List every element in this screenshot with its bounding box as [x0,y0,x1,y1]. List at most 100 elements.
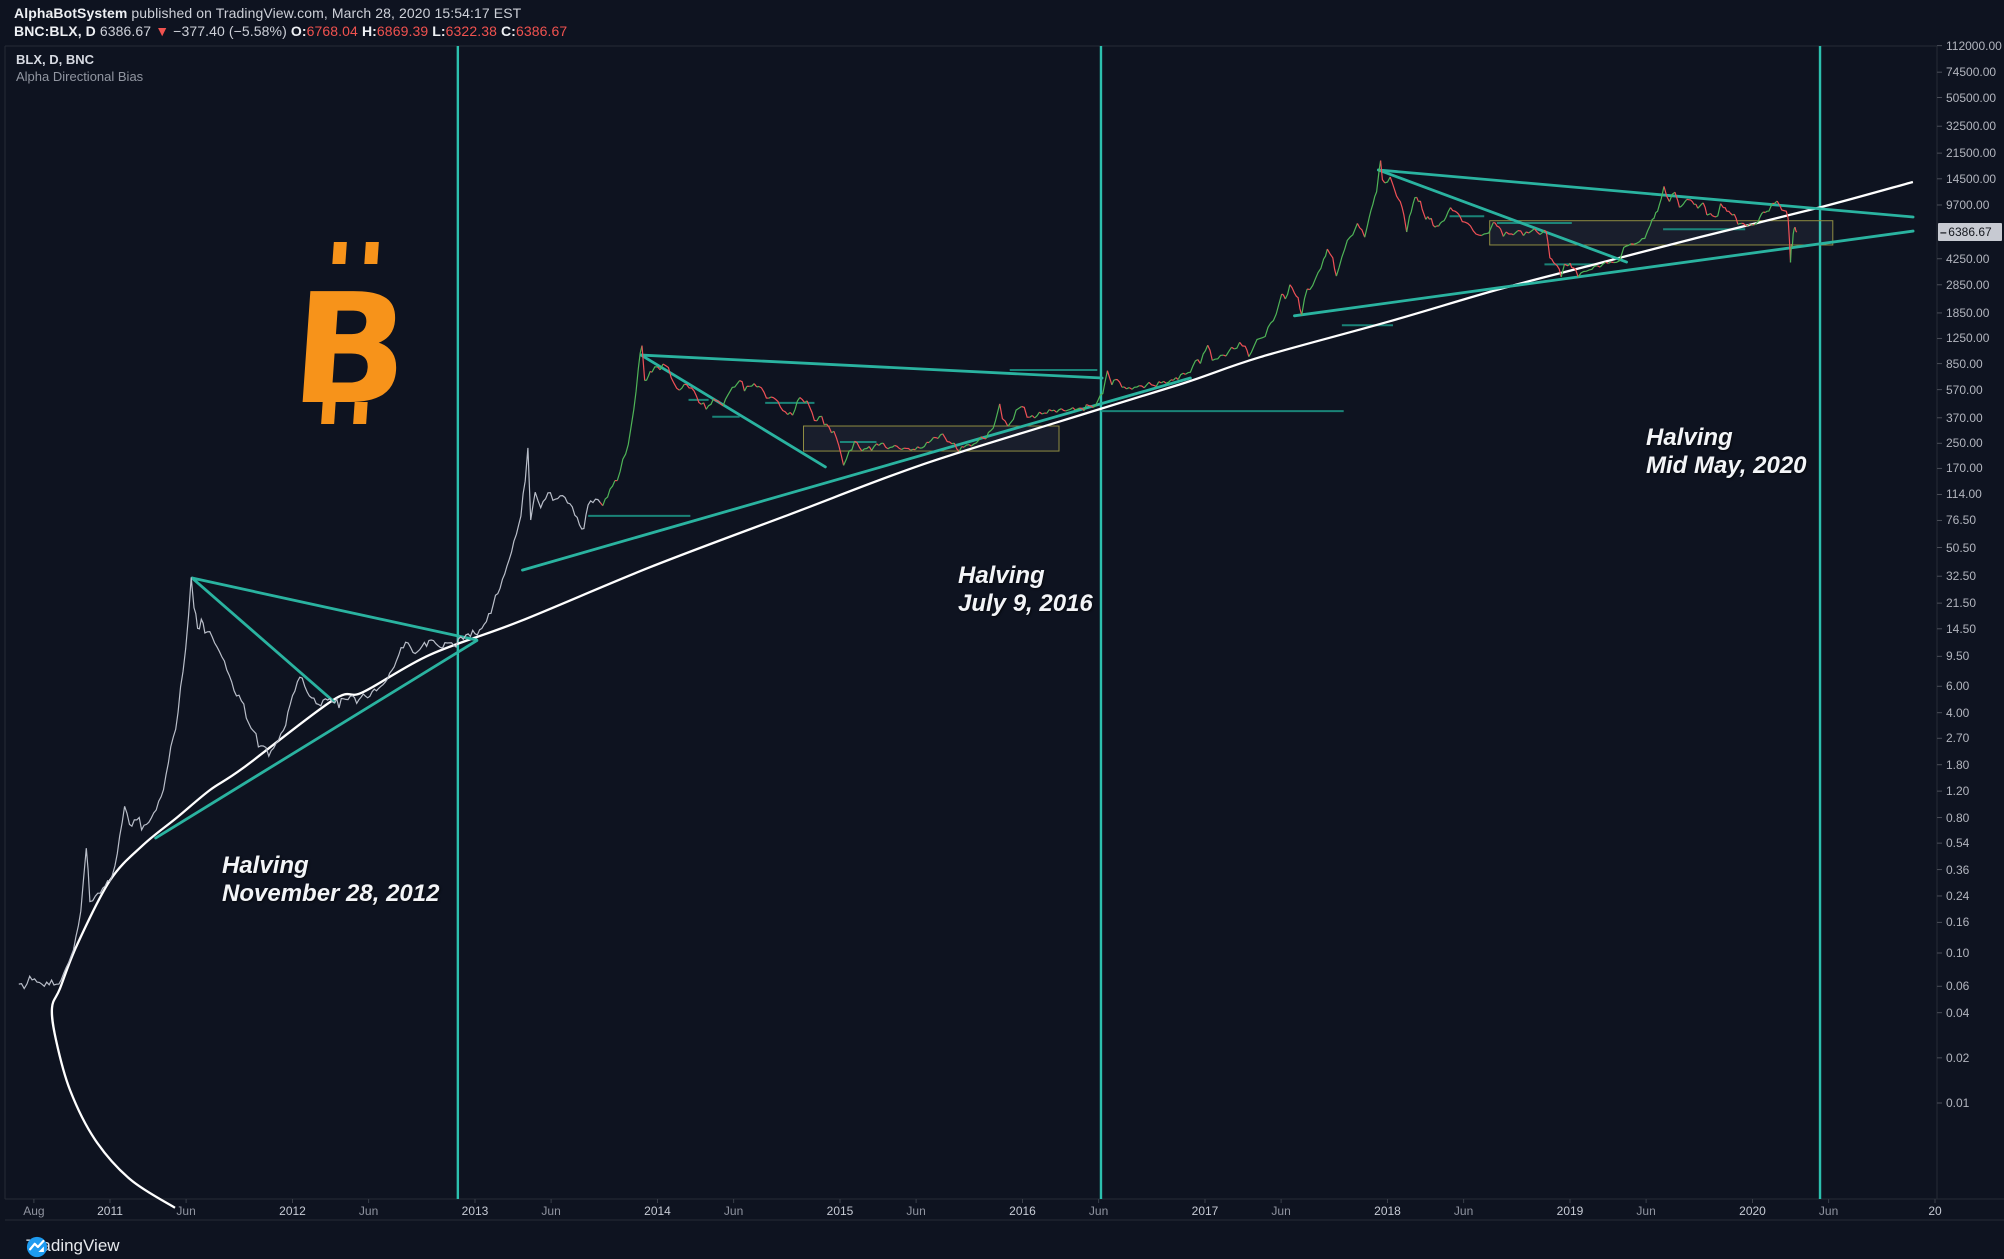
tradingview-watermark[interactable]: TradingView [26,1236,120,1258]
price-series [1380,160,1386,184]
author-name[interactable]: AlphaBotSystem [14,5,128,21]
y-axis-label: 1.80 [1946,757,1970,772]
price-series [1335,223,1358,277]
x-axis-label: 2019 [1556,1204,1584,1218]
halving-2016-label[interactable]: Halving July 9, 2016 [958,562,1093,618]
price-series [1065,407,1074,412]
cycle3-steep-descending[interactable] [1376,168,1628,264]
cycle2-ascending[interactable] [521,376,1192,572]
halving-2012-label[interactable]: Halving November 28, 2012 [222,852,440,908]
log-growth-curve[interactable] [50,180,1914,1209]
price-series [1307,288,1311,291]
price-series [1111,378,1116,386]
cycle1-ascending[interactable] [154,639,479,840]
price-series [861,446,870,452]
price-series [1434,225,1438,228]
price-series [999,403,1009,427]
low-label: L: [432,23,446,39]
x-axis-label: Aug [23,1204,45,1218]
price-series [806,400,817,422]
cycle3-descending[interactable] [1376,168,1915,219]
price-series [854,440,863,452]
y-axis-label: 14.50 [1946,621,1977,636]
cycle2-descending[interactable] [639,353,1104,380]
y-axis-label: 21500.00 [1946,146,1997,161]
accumulation-box-2019[interactable] [1489,220,1834,246]
halving-2020-label[interactable]: Halving Mid May, 2020 [1646,424,1807,480]
price-series [1406,196,1417,233]
price-series [1172,377,1177,381]
price-series [1695,203,1699,209]
price-series [903,447,912,451]
x-axis-label: Jun [176,1204,196,1218]
price-series [914,446,919,450]
price-series [1789,244,1792,263]
x-axis-label: Jun [1818,1204,1839,1218]
price-series [749,383,755,387]
price-series [968,444,972,447]
cycle1-steep-descending[interactable] [190,576,336,704]
price-series [1608,261,1612,264]
high-value: 6869.39 [376,23,429,39]
symbol-name: BNC:BLX, D [14,23,96,39]
price-series [953,442,960,452]
price-series [1207,344,1213,361]
price-series [602,480,616,506]
x-axis-label: Jun [1453,1204,1474,1218]
last-price: 6386.67 [99,23,152,39]
price-series [826,423,833,433]
price-series [887,444,896,450]
y-axis-label: 9700.00 [1946,197,1990,212]
y-axis-label: 4250.00 [1946,251,1990,266]
price-series [1543,229,1562,278]
price-series [753,383,758,388]
price-series [1741,222,1748,227]
price-series [659,363,664,371]
x-axis-label: Jun [1088,1204,1109,1218]
price-series [910,448,914,451]
price-series [980,436,987,440]
price-series [1746,223,1750,227]
price-series [792,397,801,416]
cycle2-steep-descending[interactable] [639,353,827,469]
price-series [1633,186,1665,245]
price-series [1512,230,1519,236]
price-series [1143,381,1150,389]
y-axis-label: 114.00 [1946,487,1982,502]
price-series [1148,381,1157,387]
price-series [958,446,963,452]
price-series [1231,346,1235,350]
price-series [821,416,825,425]
watermark-text: TradingView [26,1236,120,1255]
publish-info: published on TradingView.com, March 28, … [127,5,522,21]
accumulation-box-2015[interactable] [803,425,1060,452]
y-axis-label: 74500.00 [1946,65,1997,80]
price-series [1505,231,1514,236]
price-series [684,383,702,405]
price-series [1569,262,1579,278]
y-axis-label: 9.50 [1946,649,1970,664]
y-axis-label: 50.50 [1946,540,1977,555]
price-series [703,402,707,410]
price-series [1039,411,1043,415]
y-axis-label: 0.06 [1946,979,1970,994]
price-series [1074,407,1080,411]
price-series [1041,412,1045,415]
cycle3-ascending[interactable] [1293,229,1915,318]
y-axis-label: 50500.00 [1946,90,1997,105]
price-series [1248,293,1283,357]
price-series [917,446,921,449]
price-series [1733,214,1739,225]
cycle1-descending[interactable] [190,576,479,642]
price-series [1046,409,1050,414]
price-series [1301,288,1308,316]
price-series [1079,407,1085,412]
price-series [1686,198,1695,205]
symbol-status-line: BNC:BLX, D 6386.67 ▼ −377.40 (−5.58%) O:… [14,23,567,39]
price-series [1791,226,1796,247]
price-series [1223,354,1227,357]
price-series [1289,284,1303,316]
x-axis-label: 2012 [279,1204,306,1218]
